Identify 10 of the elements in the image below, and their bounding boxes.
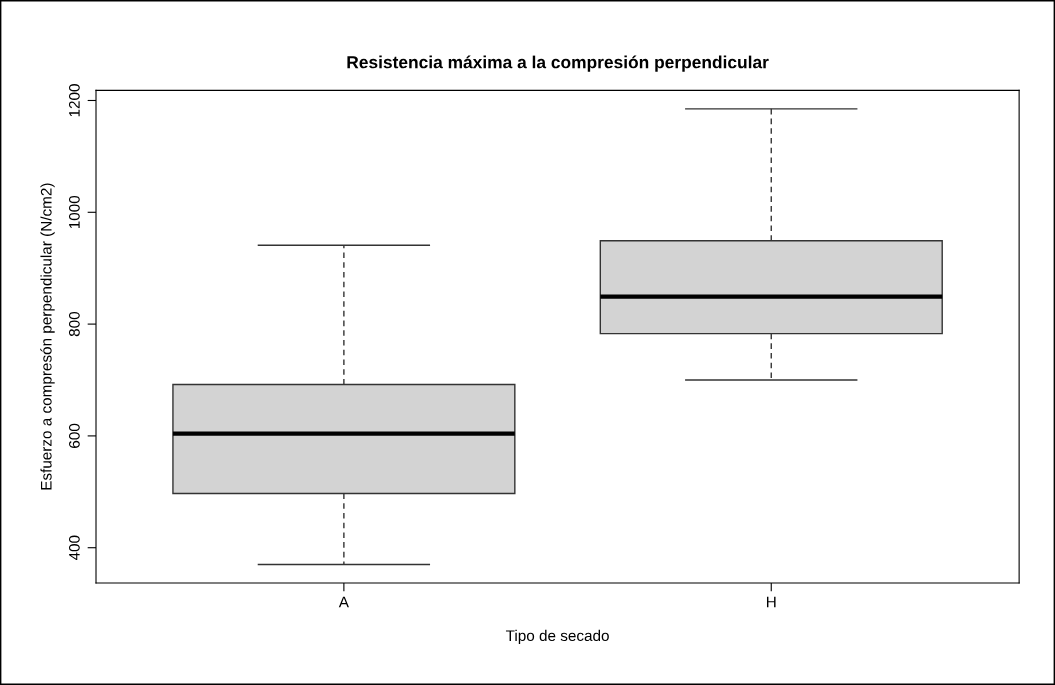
x-tick-label: A bbox=[338, 596, 349, 608]
y-tick-label: 800 bbox=[68, 311, 80, 337]
chart-title: Resistencia máxima a la compresión perpendicular bbox=[347, 55, 769, 72]
y-axis-title: Esfuerzo a compresón perpendicular (N/cm2) bbox=[40, 183, 55, 490]
y-tick-label: 600 bbox=[68, 423, 80, 448]
y-tick-label: 1200 bbox=[68, 84, 80, 117]
y-tick-label: 1000 bbox=[68, 195, 80, 229]
x-tick-label: H bbox=[766, 596, 776, 608]
x-axis-title: Tipo de secado bbox=[505, 629, 609, 645]
y-tick-label: 400 bbox=[68, 535, 80, 561]
